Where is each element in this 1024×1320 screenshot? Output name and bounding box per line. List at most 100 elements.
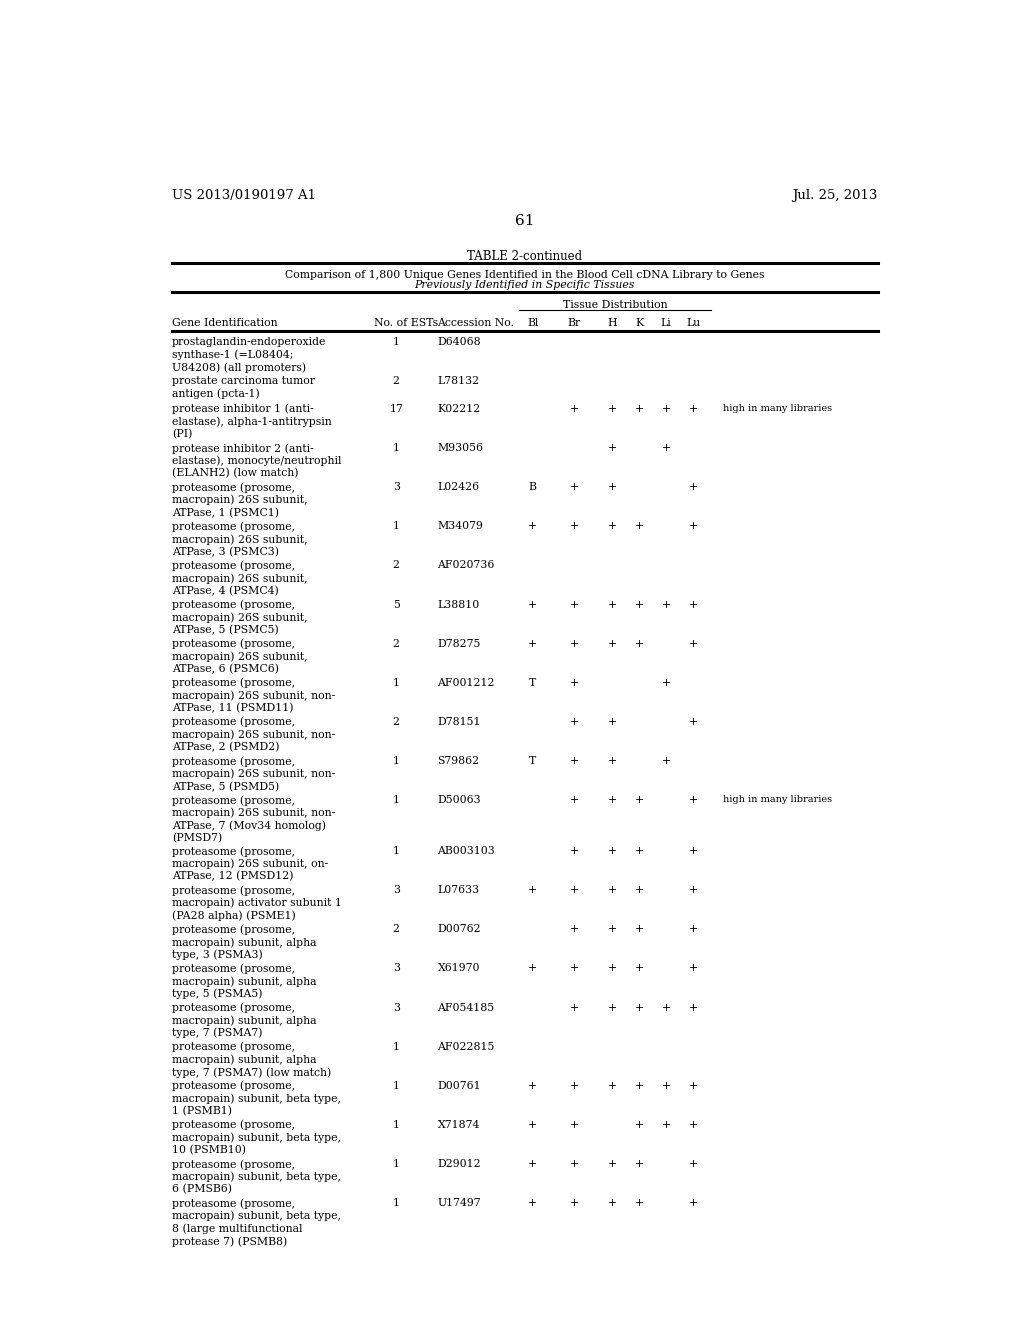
Text: T: T xyxy=(529,677,537,688)
Text: +: + xyxy=(662,444,671,453)
Text: +: + xyxy=(569,599,579,610)
Text: +: + xyxy=(607,886,616,895)
Text: proteasome (prosome,
macropain) subunit, beta type,
6 (PMSB6): proteasome (prosome, macropain) subunit,… xyxy=(172,1159,341,1195)
Text: +: + xyxy=(528,521,538,531)
Text: 1: 1 xyxy=(393,444,399,453)
Text: 1: 1 xyxy=(393,1041,399,1052)
Text: proteasome (prosome,
macropain) subunit, beta type,
8 (large multifunctional
pro: proteasome (prosome, macropain) subunit,… xyxy=(172,1199,341,1247)
Text: Jul. 25, 2013: Jul. 25, 2013 xyxy=(793,189,878,202)
Text: +: + xyxy=(662,1119,671,1130)
Text: +: + xyxy=(569,521,579,531)
Text: proteasome (prosome,
macropain) 26S subunit, non-
ATPase, 5 (PSMD5): proteasome (prosome, macropain) 26S subu… xyxy=(172,756,335,792)
Text: +: + xyxy=(688,1119,697,1130)
Text: M93056: M93056 xyxy=(437,444,483,453)
Text: K02212: K02212 xyxy=(437,404,480,414)
Text: AF022815: AF022815 xyxy=(437,1041,495,1052)
Text: TABLE 2-continued: TABLE 2-continued xyxy=(467,249,583,263)
Text: U17497: U17497 xyxy=(437,1199,481,1208)
Text: +: + xyxy=(607,1002,616,1012)
Text: +: + xyxy=(688,1081,697,1090)
Text: L78132: L78132 xyxy=(437,376,479,387)
Text: Bl: Bl xyxy=(527,318,539,327)
Text: +: + xyxy=(528,1119,538,1130)
Text: +: + xyxy=(635,521,644,531)
Text: +: + xyxy=(688,599,697,610)
Text: Li: Li xyxy=(660,318,672,327)
Text: +: + xyxy=(528,1159,538,1170)
Text: +: + xyxy=(688,924,697,935)
Text: +: + xyxy=(688,846,697,855)
Text: +: + xyxy=(607,521,616,531)
Text: +: + xyxy=(569,482,579,492)
Text: +: + xyxy=(607,444,616,453)
Text: 3: 3 xyxy=(393,886,399,895)
Text: +: + xyxy=(607,756,616,766)
Text: US 2013/0190197 A1: US 2013/0190197 A1 xyxy=(172,189,315,202)
Text: 3: 3 xyxy=(393,964,399,973)
Text: proteasome (prosome,
macropain) subunit, beta type,
10 (PSMB10): proteasome (prosome, macropain) subunit,… xyxy=(172,1119,341,1155)
Text: +: + xyxy=(688,482,697,492)
Text: AF001212: AF001212 xyxy=(437,677,495,688)
Text: 2: 2 xyxy=(393,639,399,648)
Text: +: + xyxy=(688,964,697,973)
Text: +: + xyxy=(528,886,538,895)
Text: L38810: L38810 xyxy=(437,599,480,610)
Text: +: + xyxy=(688,886,697,895)
Text: 1: 1 xyxy=(393,795,399,805)
Text: 1: 1 xyxy=(393,1081,399,1090)
Text: +: + xyxy=(635,795,644,805)
Text: 3: 3 xyxy=(393,482,399,492)
Text: +: + xyxy=(635,599,644,610)
Text: Tissue Distribution: Tissue Distribution xyxy=(563,300,668,310)
Text: +: + xyxy=(635,1002,644,1012)
Text: X61970: X61970 xyxy=(437,964,480,973)
Text: +: + xyxy=(607,482,616,492)
Text: proteasome (prosome,
macropain) activator subunit 1
(PA28 alpha) (PSME1): proteasome (prosome, macropain) activato… xyxy=(172,886,342,921)
Text: +: + xyxy=(569,1159,579,1170)
Text: 5: 5 xyxy=(393,599,399,610)
Text: +: + xyxy=(528,639,538,648)
Text: 1: 1 xyxy=(393,756,399,766)
Text: +: + xyxy=(635,964,644,973)
Text: +: + xyxy=(635,886,644,895)
Text: D00761: D00761 xyxy=(437,1081,481,1090)
Text: +: + xyxy=(635,404,644,414)
Text: 2: 2 xyxy=(393,924,399,935)
Text: AF020736: AF020736 xyxy=(437,561,495,570)
Text: Lu: Lu xyxy=(686,318,700,327)
Text: +: + xyxy=(569,717,579,727)
Text: +: + xyxy=(569,846,579,855)
Text: +: + xyxy=(569,639,579,648)
Text: +: + xyxy=(528,964,538,973)
Text: +: + xyxy=(607,639,616,648)
Text: protease inhibitor 1 (anti-
elastase), alpha-1-antitrypsin
(PI): protease inhibitor 1 (anti- elastase), a… xyxy=(172,404,332,440)
Text: +: + xyxy=(528,1199,538,1208)
Text: proteasome (prosome,
macropain) 26S subunit, non-
ATPase, 11 (PSMD11): proteasome (prosome, macropain) 26S subu… xyxy=(172,677,335,714)
Text: high in many libraries: high in many libraries xyxy=(723,404,833,413)
Text: +: + xyxy=(662,756,671,766)
Text: +: + xyxy=(607,1159,616,1170)
Text: 1: 1 xyxy=(393,1159,399,1170)
Text: D00762: D00762 xyxy=(437,924,481,935)
Text: prostaglandin-endoperoxide
synthase-1 (=L08404;
U84208) (all promoters): prostaglandin-endoperoxide synthase-1 (=… xyxy=(172,338,326,372)
Text: +: + xyxy=(688,1199,697,1208)
Text: 1: 1 xyxy=(393,1119,399,1130)
Text: 1: 1 xyxy=(393,677,399,688)
Text: +: + xyxy=(607,717,616,727)
Text: 61: 61 xyxy=(515,214,535,228)
Text: 17: 17 xyxy=(389,404,403,414)
Text: +: + xyxy=(528,1081,538,1090)
Text: proteasome (prosome,
macropain) 26S subunit,
ATPase, 6 (PSMC6): proteasome (prosome, macropain) 26S subu… xyxy=(172,639,307,675)
Text: AB003103: AB003103 xyxy=(437,846,496,855)
Text: M34079: M34079 xyxy=(437,521,483,531)
Text: H: H xyxy=(607,318,616,327)
Text: +: + xyxy=(607,846,616,855)
Text: proteasome (prosome,
macropain) 26S subunit, non-
ATPase, 2 (PSMD2): proteasome (prosome, macropain) 26S subu… xyxy=(172,717,335,752)
Text: +: + xyxy=(607,404,616,414)
Text: proteasome (prosome,
macropain) 26S subunit,
ATPase, 1 (PSMC1): proteasome (prosome, macropain) 26S subu… xyxy=(172,482,307,517)
Text: AF054185: AF054185 xyxy=(437,1002,495,1012)
Text: +: + xyxy=(688,404,697,414)
Text: +: + xyxy=(688,717,697,727)
Text: Gene Identification: Gene Identification xyxy=(172,318,278,327)
Text: +: + xyxy=(607,795,616,805)
